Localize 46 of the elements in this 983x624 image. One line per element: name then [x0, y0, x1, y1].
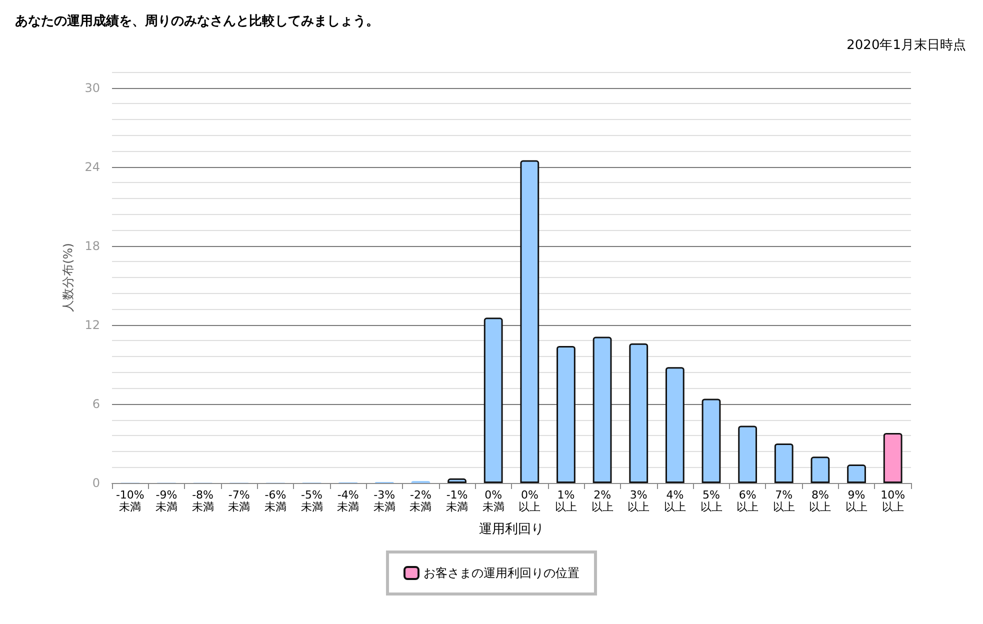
- x-tick-label: 0% 以上: [518, 488, 541, 514]
- bar: [448, 478, 466, 483]
- bar: [665, 367, 684, 483]
- x-tick-label: 8% 以上: [809, 488, 832, 514]
- x-tick-label: 5% 以上: [700, 488, 722, 514]
- x-tick-label: -1% 未満: [446, 488, 468, 514]
- bar: [484, 318, 503, 483]
- y-tick-label: 12: [84, 318, 100, 332]
- bar: [883, 432, 902, 483]
- bar: [738, 426, 758, 483]
- x-tick-label: 9% 以上: [846, 488, 868, 514]
- bar: [774, 443, 794, 483]
- x-tick-label: -5% 未満: [300, 488, 323, 514]
- x-tick-label: 6% 以上: [736, 488, 759, 514]
- y-tick-label: 30: [84, 80, 100, 95]
- y-axis-title: 人数分布(%): [60, 243, 75, 312]
- x-tick-label: -4% 未満: [337, 488, 360, 514]
- x-tick-label: 0% 未満: [482, 488, 504, 514]
- x-tick-label: -6% 未満: [264, 488, 286, 514]
- x-tick-label: 10% 以上: [880, 488, 906, 514]
- chart-subtitle: 2020年1月末日時点: [846, 38, 966, 53]
- bar: [702, 398, 721, 483]
- x-tick-label: -9% 未満: [155, 488, 178, 514]
- x-tick-label: 4% 以上: [664, 488, 686, 514]
- x-tick-label: -8% 未満: [192, 488, 214, 514]
- x-tick-label: 3% 以上: [628, 488, 650, 514]
- x-tick-label: 7% 以上: [772, 488, 795, 514]
- y-tick-label: 6: [92, 396, 100, 411]
- bar: [520, 160, 540, 483]
- legend-label: お客さまの運用利回りの位置: [424, 566, 580, 580]
- x-axis-title: 運用利回り: [479, 522, 544, 537]
- bar: [847, 464, 866, 483]
- bar: [810, 456, 830, 483]
- x-tick-label: 1% 以上: [554, 488, 577, 514]
- bar: [629, 343, 648, 483]
- x-tick-label: -7% 未満: [228, 488, 250, 514]
- bar: [556, 346, 576, 483]
- x-tick-label: -3% 未満: [373, 488, 396, 514]
- x-tick-label: -2% 未満: [410, 488, 432, 514]
- bar: [592, 336, 612, 483]
- x-tick-label: -10% 未満: [116, 488, 144, 514]
- y-tick-label: 0: [92, 476, 100, 490]
- x-tick-label: 2% 以上: [591, 488, 614, 514]
- y-tick-label: 18: [84, 238, 100, 253]
- chart-title: あなたの運用成績を、周りのみなさんと比較してみましょう。: [15, 14, 379, 29]
- y-tick-label: 24: [84, 160, 100, 174]
